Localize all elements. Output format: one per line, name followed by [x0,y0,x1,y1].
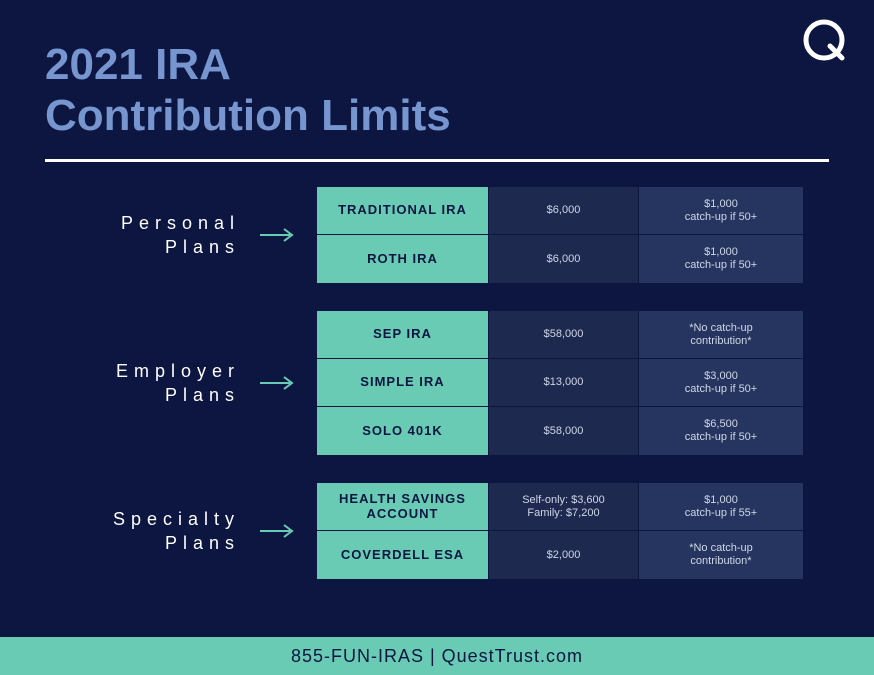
title-line-1: 2021 IRA [45,40,231,89]
catchup-note: *No catch-up contribution* [639,531,803,579]
catchup-note: $1,000 catch-up if 50+ [639,235,803,283]
plan-name: SEP IRA [317,311,489,358]
plan-name: TRADITIONAL IRA [317,187,489,234]
table-row: SOLO 401K$58,000$6,500 catch-up if 50+ [317,407,803,455]
brand-logo [802,18,846,62]
contribution-limit: $13,000 [489,359,639,406]
footer-text: 855-FUN-IRAS | QuestTrust.com [291,646,583,667]
plan-sections: Personal Plans TRADITIONAL IRA$6,000$1,0… [0,162,874,580]
table-row: ROTH IRA$6,000$1,000 catch-up if 50+ [317,235,803,283]
table-row: COVERDELL ESA$2,000*No catch-up contribu… [317,531,803,579]
plan-section: Employer Plans SEP IRA$58,000*No catch-u… [70,310,804,456]
plan-table: HEALTH SAVINGS ACCOUNTSelf-only: $3,600 … [316,482,804,580]
page-title: 2021 IRA Contribution Limits [45,40,829,141]
plan-name: ROTH IRA [317,235,489,283]
plan-name: SOLO 401K [317,407,489,455]
section-label: Specialty Plans [70,507,240,556]
contribution-limit: Self-only: $3,600 Family: $7,200 [489,483,639,530]
arrow-icon [258,524,298,538]
arrow-icon [258,228,298,242]
catchup-note: $1,000 catch-up if 50+ [639,187,803,234]
title-line-2: Contribution Limits [45,91,451,140]
table-row: HEALTH SAVINGS ACCOUNTSelf-only: $3,600 … [317,483,803,531]
plan-section: Personal Plans TRADITIONAL IRA$6,000$1,0… [70,186,804,284]
table-row: SIMPLE IRA$13,000$3,000 catch-up if 50+ [317,359,803,407]
plan-name: COVERDELL ESA [317,531,489,579]
contribution-limit: $2,000 [489,531,639,579]
contribution-limit: $58,000 [489,311,639,358]
contribution-limit: $6,000 [489,187,639,234]
contribution-limit: $6,000 [489,235,639,283]
plan-table: TRADITIONAL IRA$6,000$1,000 catch-up if … [316,186,804,284]
plan-section: Specialty Plans HEALTH SAVINGS ACCOUNTSe… [70,482,804,580]
plan-table: SEP IRA$58,000*No catch-up contribution*… [316,310,804,456]
catchup-note: $3,000 catch-up if 50+ [639,359,803,406]
catchup-note: *No catch-up contribution* [639,311,803,358]
catchup-note: $6,500 catch-up if 50+ [639,407,803,455]
footer-bar: 855-FUN-IRAS | QuestTrust.com [0,637,874,675]
plan-name: HEALTH SAVINGS ACCOUNT [317,483,489,530]
header: 2021 IRA Contribution Limits [0,0,874,141]
plan-name: SIMPLE IRA [317,359,489,406]
arrow-icon [258,376,298,390]
contribution-limit: $58,000 [489,407,639,455]
table-row: TRADITIONAL IRA$6,000$1,000 catch-up if … [317,187,803,235]
section-label: Employer Plans [70,359,240,408]
section-label: Personal Plans [70,211,240,260]
table-row: SEP IRA$58,000*No catch-up contribution* [317,311,803,359]
catchup-note: $1,000 catch-up if 55+ [639,483,803,530]
